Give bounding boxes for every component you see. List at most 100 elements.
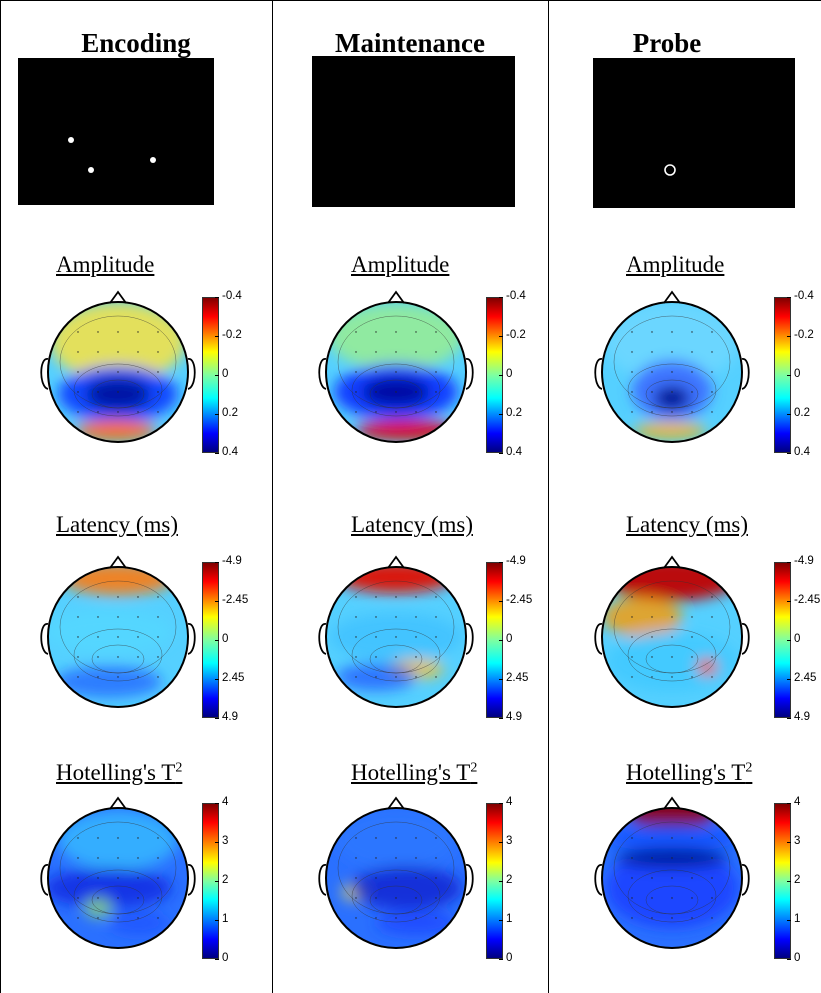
row-label-amplitude: Amplitude	[56, 252, 155, 277]
row-label-latency: Latency (ms)	[626, 512, 748, 537]
colorbar-tick-label: 4	[506, 796, 513, 808]
colorbar-tick-label: 2.45	[506, 672, 529, 684]
colorbar-tick-label: 0.2	[222, 407, 238, 419]
column-encoding: Encoding	[0, 0, 272, 993]
column-title: Probe	[632, 28, 702, 58]
colorbar-tick-label: 0.2	[794, 407, 810, 419]
colorbar-tick-mark	[787, 842, 791, 843]
row-label-amplitude: Amplitude	[351, 252, 450, 277]
colorbar-tick-mark	[787, 920, 791, 921]
colorbar-tick-mark	[499, 959, 503, 960]
colorbar-tick-label: 3	[794, 835, 801, 847]
topomap-hotelling-encoding	[40, 796, 196, 949]
colorbar-tick-mark	[787, 297, 791, 298]
colorbar-tick-label: 1	[794, 913, 801, 925]
colorbar-tick-mark	[787, 679, 791, 680]
colorbar-tick-label: -0.2	[794, 329, 814, 341]
row-label-hotelling: Hotelling's T2	[56, 760, 183, 785]
colorbar-tick-label: 0.4	[506, 446, 522, 458]
colorbar-tick-mark	[787, 562, 791, 563]
colorbar-tick-mark	[215, 297, 219, 298]
colorbar-tick-label: 3	[506, 835, 513, 847]
colorbar-tick-mark	[787, 601, 791, 602]
colorbar-tick-mark	[499, 679, 503, 680]
colorbar-tick-label: 0.2	[506, 407, 522, 419]
row-label-latency: Latency (ms)	[56, 512, 178, 537]
row-label-hotelling: Hotelling's T2	[626, 760, 753, 785]
column-divider-2	[548, 0, 549, 993]
colorbar-tick-label: -0.4	[222, 290, 242, 302]
stimulus-encoding	[18, 58, 214, 205]
stimulus-dot	[68, 137, 74, 143]
topomap-amplitude-encoding	[40, 290, 196, 443]
colorbar-tick-label: 4.9	[506, 711, 522, 723]
colorbar-tick-mark	[215, 803, 219, 804]
colorbar-tick-label: 4	[222, 796, 229, 808]
colorbar-tick-label: 0	[222, 368, 229, 380]
colorbar-tick-mark	[499, 803, 503, 804]
colorbar-tick-label: -0.4	[794, 290, 814, 302]
colorbar-tick-mark	[787, 336, 791, 337]
colorbar-tick-label: 2	[506, 874, 513, 886]
colorbar-tick-mark	[215, 959, 219, 960]
colorbar-tick-label: 3	[222, 835, 229, 847]
colorbar-tick-mark	[215, 336, 219, 337]
colorbar-tick-mark	[787, 640, 791, 641]
colorbar-tick-mark	[215, 718, 219, 719]
colorbar-tick-mark	[499, 453, 503, 454]
colorbar-tick-mark	[787, 414, 791, 415]
colorbar-tick-label: 0	[506, 952, 513, 964]
colorbar-tick-label: 0	[506, 368, 513, 380]
colorbar-tick-label: 1	[222, 913, 229, 925]
topomap-latency-maintenance	[318, 555, 474, 708]
colorbar-tick-label: -2.45	[794, 594, 821, 606]
colorbar-tick-mark	[499, 718, 503, 719]
stimulus-dot	[150, 157, 156, 163]
colorbar-tick-label: 0.4	[794, 446, 810, 458]
colorbar-tick-mark	[215, 842, 219, 843]
colorbar-tick-mark	[215, 920, 219, 921]
colorbar-tick-mark	[787, 959, 791, 960]
colorbar-tick-mark	[499, 375, 503, 376]
column-probe: Probe	[550, 0, 821, 993]
colorbar-tick-label: 0	[222, 633, 229, 645]
colorbar-tick-label: 4.9	[222, 711, 238, 723]
colorbar-tick-mark	[787, 718, 791, 719]
colorbar-tick-label: -2.45	[506, 594, 533, 606]
colorbar-tick-label: 4.9	[794, 711, 810, 723]
colorbar-tick-label: 2	[794, 874, 801, 886]
colorbar-tick-label: -0.2	[506, 329, 526, 341]
colorbar-tick-label: 0.4	[222, 446, 238, 458]
colorbar-tick-mark	[787, 375, 791, 376]
stimulus-dot	[88, 167, 94, 173]
colorbar-tick-mark	[215, 601, 219, 602]
colorbar-tick-mark	[499, 601, 503, 602]
stimulus-circle	[664, 164, 676, 176]
colorbar-tick-mark	[499, 920, 503, 921]
row-label-latency: Latency (ms)	[351, 512, 473, 537]
colorbar-tick-mark	[499, 640, 503, 641]
colorbar-tick-mark	[215, 414, 219, 415]
colorbar-tick-label: 0	[794, 952, 801, 964]
colorbar-tick-label: -2.45	[222, 594, 249, 606]
colorbar-tick-label: 0	[222, 952, 229, 964]
colorbar-tick-label: 2.45	[794, 672, 817, 684]
colorbar-tick-label: -0.4	[506, 290, 526, 302]
colorbar-tick-mark	[787, 453, 791, 454]
colorbar-tick-label: 0	[794, 368, 801, 380]
topomap-latency-probe	[594, 555, 750, 708]
column-divider-1	[272, 0, 273, 993]
colorbar-tick-mark	[215, 679, 219, 680]
topomap-hotelling-probe	[594, 796, 750, 949]
colorbar-tick-label: -4.9	[506, 555, 526, 567]
colorbar-tick-label: 2	[222, 874, 229, 886]
colorbar-tick-mark	[499, 842, 503, 843]
colorbar-tick-mark	[499, 297, 503, 298]
colorbar-tick-mark	[215, 640, 219, 641]
colorbar-tick-label: -0.2	[222, 329, 242, 341]
topomap-hotelling-maintenance	[318, 796, 474, 949]
colorbar-tick-label: 0	[506, 633, 513, 645]
topomap-amplitude-maintenance	[318, 290, 474, 443]
column-maintenance: Maintenance	[274, 0, 546, 993]
topomap-amplitude-probe	[594, 290, 750, 443]
